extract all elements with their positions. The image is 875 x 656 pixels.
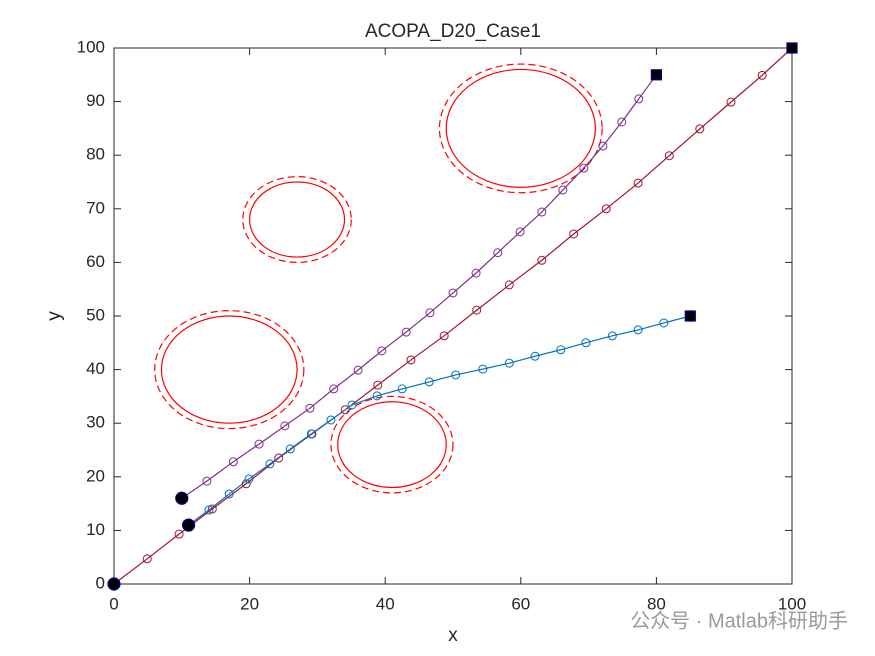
- waypoint: [202, 476, 212, 486]
- route-line: [188, 315, 691, 526]
- waypoint: [569, 229, 579, 239]
- y-tick-label: 70: [86, 198, 105, 217]
- waypoint: [478, 364, 488, 374]
- waypoint: [377, 346, 387, 356]
- x-tick-label: 60: [511, 594, 530, 613]
- waypoint: [424, 377, 434, 387]
- y-tick-label: 50: [86, 305, 105, 324]
- waypoint: [401, 327, 411, 337]
- waypoint: [326, 415, 336, 425]
- waypoint: [347, 400, 357, 410]
- waypoint: [142, 554, 152, 564]
- waypoint: [607, 331, 617, 341]
- route-line: [181, 74, 657, 499]
- waypoint: [340, 405, 350, 415]
- waypoint: [581, 338, 591, 348]
- y-axis-label: y: [44, 311, 65, 321]
- waypoint: [633, 325, 643, 335]
- x-tick-label: 80: [647, 594, 666, 613]
- y-tick-label: 90: [86, 91, 105, 110]
- waypoint: [439, 331, 449, 341]
- end-point: [786, 42, 798, 54]
- waypoint: [244, 474, 254, 484]
- route-line: [113, 47, 793, 585]
- waypoint: [372, 391, 382, 401]
- x-tick-label: 20: [240, 594, 259, 613]
- waypoint: [634, 94, 644, 104]
- end-point: [650, 69, 663, 81]
- x-tick-label: 100: [778, 594, 806, 613]
- y-tick-label: 20: [86, 466, 105, 485]
- waypoint: [601, 204, 611, 214]
- obstacle-margin: [242, 176, 352, 264]
- waypoint: [228, 457, 238, 467]
- chart-title: ACOPA_D20_Case1: [365, 21, 541, 42]
- x-tick-label: 0: [109, 594, 118, 613]
- waypoint: [617, 117, 627, 127]
- y-tick-label: 0: [96, 573, 105, 592]
- y-tick-label: 30: [86, 413, 105, 432]
- waypoint: [305, 403, 315, 413]
- waypoint: [726, 97, 736, 107]
- x-axis-label: x: [448, 625, 458, 646]
- axes-box: [113, 47, 793, 585]
- y-tick-label: 100: [77, 37, 105, 56]
- y-tick-label: 60: [86, 252, 105, 271]
- waypoint: [659, 318, 669, 328]
- obstacle-margin: [154, 310, 305, 430]
- waypoint: [558, 185, 568, 195]
- start-point: [181, 518, 196, 532]
- waypoint: [353, 365, 363, 375]
- waypoint: [556, 345, 566, 355]
- waypoint: [274, 453, 284, 463]
- start-point: [107, 577, 121, 591]
- watermark: 公众号 · Matlab科研助手: [630, 609, 848, 632]
- waypoint: [265, 459, 275, 469]
- waypoint: [598, 141, 608, 151]
- waypoint: [204, 505, 214, 515]
- waypoint: [515, 227, 525, 237]
- x-tick-label: 40: [376, 594, 395, 613]
- waypoint: [471, 268, 481, 278]
- y-tick-label: 40: [86, 359, 105, 378]
- waypoint: [504, 280, 514, 290]
- waypoint: [285, 444, 295, 454]
- waypoint: [664, 151, 674, 161]
- waypoint: [451, 370, 461, 380]
- waypoint: [306, 429, 316, 439]
- end-point: [684, 310, 696, 322]
- waypoint: [504, 358, 514, 368]
- waypoint: [254, 439, 264, 449]
- waypoint: [397, 384, 407, 394]
- waypoint: [537, 207, 547, 217]
- waypoint: [373, 380, 383, 390]
- waypoint: [174, 529, 184, 539]
- waypoint: [448, 288, 458, 298]
- waypoint: [280, 421, 290, 431]
- waypoint: [472, 305, 482, 315]
- obstacle-margin: [438, 63, 603, 194]
- waypoint: [530, 351, 540, 361]
- waypoint: [406, 355, 416, 365]
- waypoint: [579, 163, 589, 173]
- obstacle: [445, 68, 596, 188]
- obstacle: [249, 181, 346, 258]
- waypoint: [329, 384, 339, 394]
- waypoint: [633, 178, 643, 188]
- waypoint: [425, 308, 435, 318]
- waypoint: [537, 255, 547, 265]
- waypoint: [493, 248, 503, 258]
- waypoint: [224, 489, 234, 499]
- obstacle-margin: [330, 395, 454, 494]
- waypoint: [757, 70, 767, 80]
- y-tick-label: 80: [86, 145, 105, 164]
- start-point: [175, 491, 189, 505]
- y-tick-label: 10: [86, 520, 105, 539]
- obstacle: [337, 401, 447, 489]
- waypoint: [695, 124, 705, 134]
- obstacle: [160, 315, 298, 424]
